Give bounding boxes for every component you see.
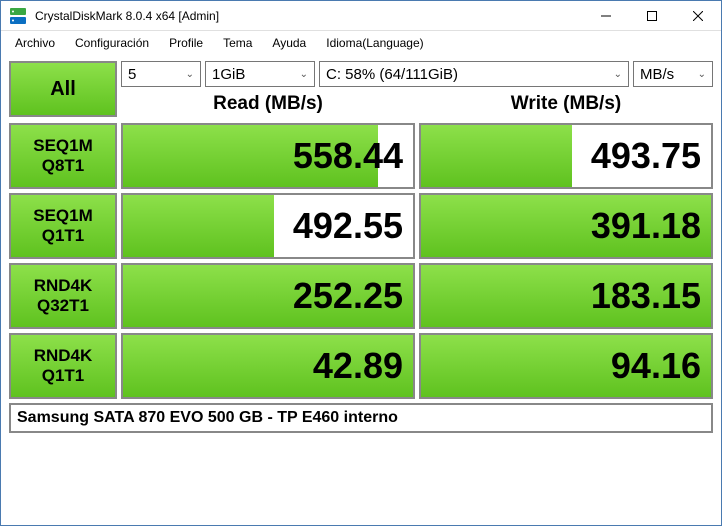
test-label-line1: SEQ1M bbox=[33, 206, 93, 226]
read-header: Read (MB/s) bbox=[121, 93, 415, 117]
write-bar bbox=[421, 125, 572, 187]
test-button-SEQ1M-Q8T1[interactable]: SEQ1MQ8T1 bbox=[9, 123, 117, 189]
all-button[interactable]: All bbox=[9, 61, 117, 117]
test-label-line2: Q8T1 bbox=[42, 156, 85, 176]
app-icon bbox=[9, 7, 27, 25]
write-value-cell: 391.18 bbox=[419, 193, 713, 259]
test-label-line2: Q32T1 bbox=[37, 296, 89, 316]
read-value: 42.89 bbox=[313, 345, 403, 387]
results-grid: SEQ1MQ8T1558.44493.75SEQ1MQ1T1492.55391.… bbox=[9, 119, 713, 399]
test-label-line2: Q1T1 bbox=[42, 366, 85, 386]
close-button[interactable] bbox=[675, 1, 721, 31]
test-button-RND4K-Q32T1[interactable]: RND4KQ32T1 bbox=[9, 263, 117, 329]
test-button-SEQ1M-Q1T1[interactable]: SEQ1MQ1T1 bbox=[9, 193, 117, 259]
drive-select[interactable]: C: 58% (64/111GiB) ⌄ bbox=[319, 61, 629, 87]
write-value: 94.16 bbox=[611, 345, 701, 387]
footer-field bbox=[9, 403, 713, 433]
minimize-button[interactable] bbox=[583, 1, 629, 31]
read-value-cell: 42.89 bbox=[121, 333, 415, 399]
menu-archivo[interactable]: Archivo bbox=[5, 33, 65, 53]
test-label-line1: RND4K bbox=[34, 346, 93, 366]
unit-value: MB/s bbox=[640, 66, 674, 83]
write-value: 183.15 bbox=[591, 275, 701, 317]
menu-idioma[interactable]: Idioma(Language) bbox=[316, 33, 433, 53]
window-title: CrystalDiskMark 8.0.4 x64 [Admin] bbox=[35, 9, 583, 23]
write-value: 493.75 bbox=[591, 135, 701, 177]
headers-row: Read (MB/s) Write (MB/s) bbox=[121, 93, 713, 117]
menu-tema[interactable]: Tema bbox=[213, 33, 262, 53]
titlebar: CrystalDiskMark 8.0.4 x64 [Admin] bbox=[1, 1, 721, 31]
menu-profile[interactable]: Profile bbox=[159, 33, 213, 53]
unit-select[interactable]: MB/s ⌄ bbox=[633, 61, 713, 87]
result-row: SEQ1MQ8T1 558.44 493.75 bbox=[9, 123, 713, 189]
test-label-line1: RND4K bbox=[34, 276, 93, 296]
read-value-cell: 252.25 bbox=[121, 263, 415, 329]
runs-value: 5 bbox=[128, 66, 136, 83]
all-label: All bbox=[50, 78, 76, 101]
result-row: SEQ1MQ1T1 492.55 391.18 bbox=[9, 193, 713, 259]
result-row: RND4KQ32T1 252.25 183.15 bbox=[9, 263, 713, 329]
read-value-cell: 492.55 bbox=[121, 193, 415, 259]
read-value: 558.44 bbox=[293, 135, 403, 177]
menu-ayuda[interactable]: Ayuda bbox=[262, 33, 316, 53]
content-area: All 5⌄ 1GiB⌄ C: 58% (64/111GiB)⌄ MB/s⌄ R… bbox=[1, 55, 721, 525]
write-value-cell: 493.75 bbox=[419, 123, 713, 189]
menubar: Archivo Configuración Profile Tema Ayuda… bbox=[1, 31, 721, 55]
write-value: 391.18 bbox=[591, 205, 701, 247]
write-value-cell: 183.15 bbox=[419, 263, 713, 329]
drive-value: C: 58% (64/111GiB) bbox=[326, 66, 458, 83]
read-value-cell: 558.44 bbox=[121, 123, 415, 189]
test-label-line1: SEQ1M bbox=[33, 136, 93, 156]
description-input[interactable] bbox=[17, 409, 705, 427]
result-row: RND4KQ1T1 42.89 94.16 bbox=[9, 333, 713, 399]
selectors-row: 5⌄ 1GiB⌄ C: 58% (64/111GiB)⌄ MB/s⌄ bbox=[121, 61, 713, 87]
write-header: Write (MB/s) bbox=[419, 93, 713, 117]
size-select[interactable]: 1GiB ⌄ bbox=[205, 61, 315, 87]
test-button-RND4K-Q1T1[interactable]: RND4KQ1T1 bbox=[9, 333, 117, 399]
size-value: 1GiB bbox=[212, 66, 245, 83]
read-bar bbox=[123, 195, 274, 257]
test-label-line2: Q1T1 bbox=[42, 226, 85, 246]
menu-configuracion[interactable]: Configuración bbox=[65, 33, 159, 53]
read-value: 252.25 bbox=[293, 275, 403, 317]
chevron-down-icon: ⌄ bbox=[614, 69, 622, 80]
chevron-down-icon: ⌄ bbox=[300, 69, 308, 80]
maximize-button[interactable] bbox=[629, 1, 675, 31]
chevron-down-icon: ⌄ bbox=[186, 69, 194, 80]
runs-select[interactable]: 5⌄ bbox=[121, 61, 201, 87]
read-value: 492.55 bbox=[293, 205, 403, 247]
controls-row: All 5⌄ 1GiB⌄ C: 58% (64/111GiB)⌄ MB/s⌄ R… bbox=[9, 61, 713, 117]
chevron-down-icon: ⌄ bbox=[698, 69, 706, 80]
app-window: CrystalDiskMark 8.0.4 x64 [Admin] Archiv… bbox=[0, 0, 722, 526]
write-value-cell: 94.16 bbox=[419, 333, 713, 399]
